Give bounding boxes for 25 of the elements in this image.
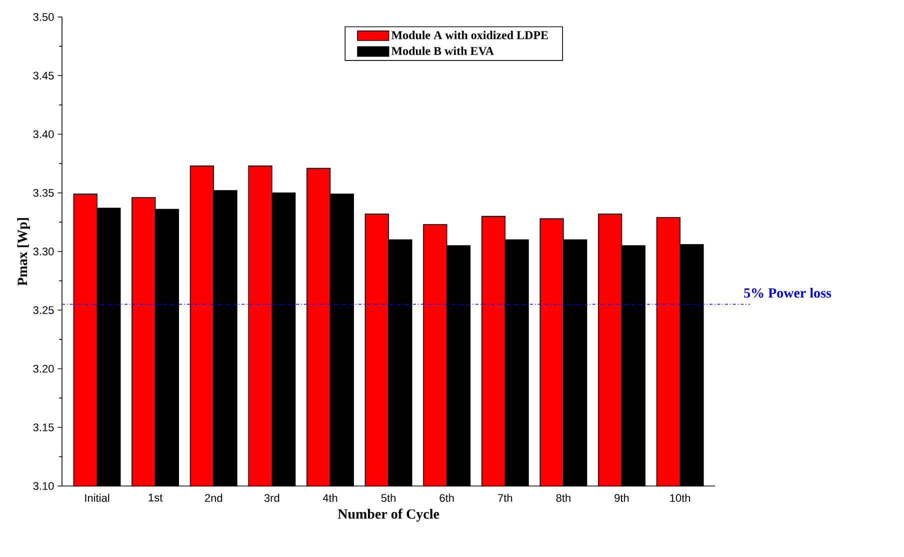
- x-tick-label: 10th: [670, 494, 690, 502]
- x-tick-label: 2nd: [204, 494, 222, 502]
- x-tick-label: 3rd: [264, 494, 280, 502]
- x-tick-label: 6th: [440, 494, 454, 502]
- x-tick-label: 5th: [381, 494, 396, 502]
- legend-label: Module A with oxidized LDPE: [391, 30, 548, 40]
- y-axis-title: Pmax [Wp]: [17, 218, 30, 286]
- x-tick-label: 4th: [322, 494, 338, 502]
- y-tick-label: 3.50: [33, 13, 54, 21]
- y-tick-label: 3.40: [33, 130, 54, 138]
- x-tick-label: 1st: [148, 494, 163, 502]
- y-tick-label: 3.30: [33, 248, 54, 256]
- x-axis-title: Number of Cycle: [338, 508, 440, 522]
- y-tick-label: 3.10: [33, 482, 54, 490]
- y-tick-label: 3.25: [33, 306, 54, 314]
- x-tick-label: 7th: [498, 494, 512, 502]
- ref-line-label: 5% Power loss: [744, 288, 832, 298]
- x-tick-label: 8th: [556, 494, 570, 502]
- y-tick-label: 3.20: [33, 364, 54, 373]
- y-tick-label: 3.45: [33, 72, 54, 80]
- legend-label: Module B with EVA: [391, 46, 494, 56]
- y-tick-label: 3.15: [33, 423, 54, 432]
- x-tick-label: Initial: [85, 494, 110, 502]
- x-tick-label: 9th: [614, 494, 629, 502]
- y-tick-label: 3.35: [33, 188, 54, 197]
